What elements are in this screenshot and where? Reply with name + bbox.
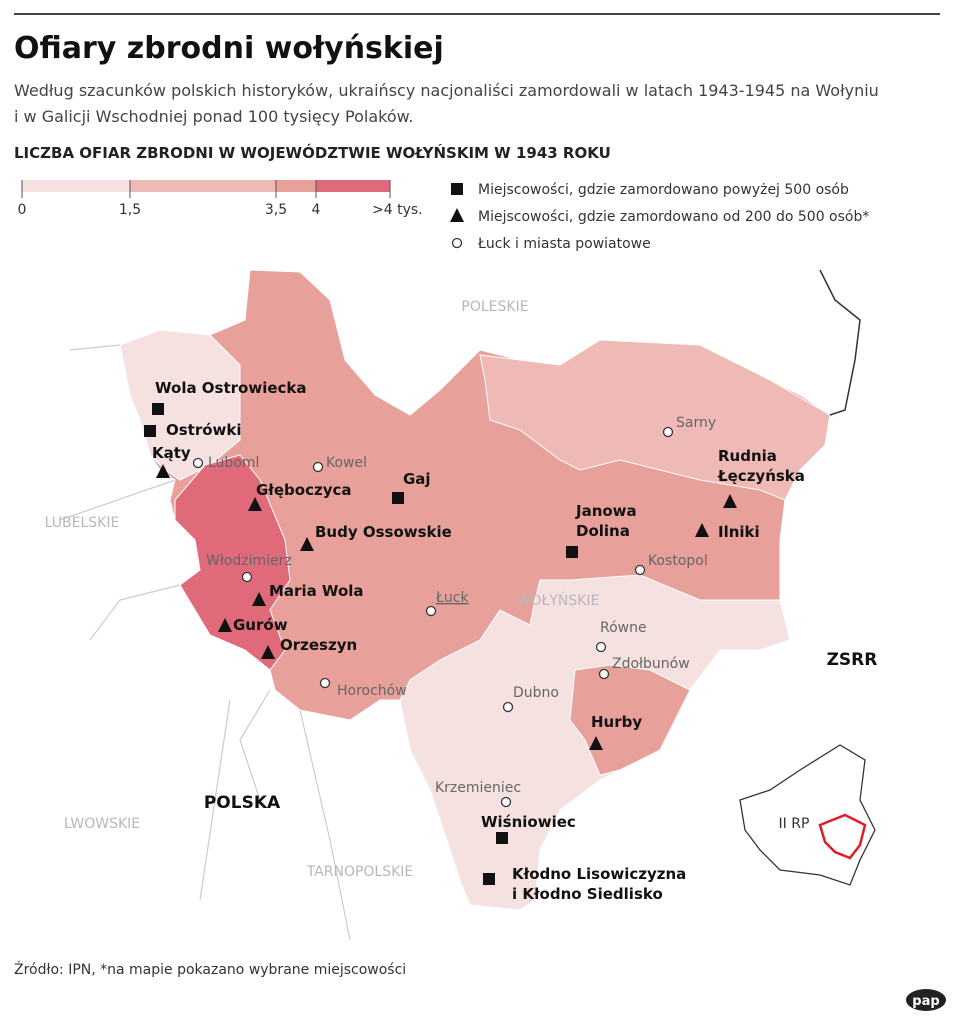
circle-marker [192,457,204,469]
circle-marker [502,701,514,713]
triangle-marker [252,592,266,606]
place-label: Łuck [435,590,469,606]
triangle-marker [300,537,314,551]
place-label: Maria Wola [269,582,364,600]
square-marker [144,425,156,437]
legend-label: Łuck i miasta powiatowe [477,236,651,252]
place-label: Dubno [513,685,559,701]
region-label: POLSKA [204,793,281,813]
inset-highlight [818,813,867,860]
logo-text: pap [912,994,939,1009]
region-label: LWOWSKIE [64,816,140,832]
title: Ofiary zbrodni wołyńskiej [14,31,444,66]
place-label: Kostopol [648,553,708,569]
circle-marker [662,426,674,438]
scale-label: 4 [312,202,321,218]
scale-label: 3,5 [265,202,287,218]
place-label: Łęczyńska [717,467,805,485]
logo: pap [906,989,946,1011]
triangle-marker [450,208,464,222]
region-label: POLESKIE [461,299,528,315]
marker-legend: Miejscowości, gdzie zamordowano powyżej … [450,182,869,252]
square-marker [483,873,495,885]
circle-marker [595,641,607,653]
place-label: Budy Ossowskie [315,523,452,541]
triangle-marker [723,494,737,508]
place-label: Orzeszyn [280,636,357,654]
place-label: Kąty [152,444,191,462]
subtitle: Według szacunków polskich historyków, uk… [14,81,879,100]
triangle-marker [261,645,275,659]
circle-marker [319,677,331,689]
scale-segment [316,180,390,192]
circle-marker [598,668,610,680]
region [174,454,291,671]
square-marker [392,492,404,504]
circle-marker [500,796,512,808]
place-label: i Kłodno Siedlisko [512,885,663,903]
triangle-marker [695,523,709,537]
region-label: WOŁYŃSKIE [517,591,600,609]
place-label: Rudnia [718,447,777,465]
circle-marker [312,461,324,473]
region-labels: POLESKIE LUBELSKIE WOŁYŃSKIE LWOWSKIE TARNOP… [45,299,878,880]
place-label: Horochów [337,683,407,699]
places: Wola Ostrowiecka Ostrówki Kąty Luboml Kowel G… [144,379,805,903]
square-marker [496,832,508,844]
triangle-marker [156,464,170,478]
triangle-marker [248,497,262,511]
subtitle: i w Galicji Wschodniej ponad 100 tysięcy… [14,107,413,126]
square-marker [152,403,164,415]
place-label: Gurów [233,616,288,634]
circle-marker [634,564,646,576]
place-label: Wola Ostrowiecka [155,379,307,397]
circle-marker [425,605,437,617]
legend-label: Miejscowości, gdzie zamordowano od 200 d… [478,209,869,225]
place-label: Gaj [403,470,431,488]
legend-label: Miejscowości, gdzie zamordowano powyżej … [478,182,849,198]
region-label: ZSRR [827,650,878,670]
place-label: Ilniki [718,523,760,541]
region [119,329,241,481]
place-label: Kowel [326,455,367,471]
place-label: Włodzimierz [206,553,292,569]
region-label: LUBELSKIE [45,515,120,531]
place-label: Luboml [208,455,259,471]
place-label: Hurby [591,713,642,731]
place-label: Głęboczyca [256,481,352,499]
place-label: Ostrówki [166,421,242,439]
source: Źródło: IPN, *na mapie pokazano wybrane … [14,960,406,978]
scale-segment [276,180,316,192]
color-scale: 0 1,5 3,5 4 >4 tys. [18,180,423,218]
place-label: Krzemieniec [435,780,521,796]
border [59,344,351,941]
region-label: II RP [779,816,810,832]
scale-label: 0 [18,202,27,218]
circle-marker [451,237,463,249]
place-label: Sarny [676,415,716,431]
place-label: Janowa [575,502,637,520]
triangle-marker [589,736,603,750]
place-label: Równe [600,620,647,636]
region [479,339,831,501]
place-label: Zdołbunów [612,656,690,672]
triangle-marker [218,618,232,632]
place-label: Dolina [576,522,630,540]
scale-label: 1,5 [119,202,141,218]
scale-label: >4 tys. [372,202,423,218]
heading: LICZBA OFIAR ZBRODNI W WOJEWÓDZTWIE WOŁY… [14,143,611,162]
square-marker [451,183,463,195]
place-label: Wiśniowiec [481,813,576,831]
circle-marker [241,571,253,583]
region-label: TARNOPOLSKIE [306,864,414,880]
scale-segment [22,180,130,192]
state-border [819,269,861,416]
map [59,269,876,941]
inset-map [739,744,876,886]
square-marker [566,546,578,558]
scale-segment [130,180,276,192]
place-label: Kłodno Lisowiczyzna [512,865,686,883]
